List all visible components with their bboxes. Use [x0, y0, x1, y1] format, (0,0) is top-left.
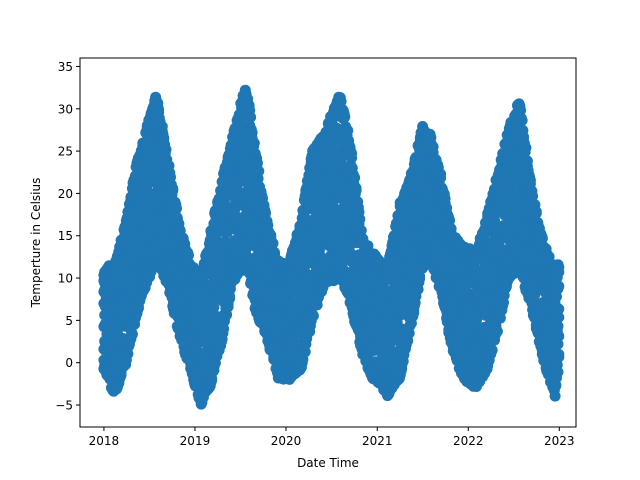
data-point — [549, 390, 561, 402]
y-tick-label: 5 — [65, 314, 73, 328]
data-point — [126, 328, 138, 340]
data-point — [553, 280, 565, 292]
data-point — [335, 95, 347, 107]
data-point — [206, 374, 218, 386]
data-point — [435, 168, 447, 180]
data-point — [552, 338, 564, 350]
data-point — [530, 206, 542, 218]
data-point — [515, 104, 527, 116]
data-point — [491, 326, 503, 337]
x-tick-label: 2018 — [89, 434, 120, 448]
data-point — [167, 185, 179, 196]
x-tick-label: 2020 — [271, 434, 302, 448]
data-point — [307, 310, 319, 322]
data-point — [342, 125, 354, 136]
data-point — [550, 380, 562, 392]
data-point — [486, 344, 498, 356]
data-point — [553, 311, 565, 323]
data-point — [240, 216, 252, 228]
data-point — [439, 193, 451, 205]
data-point — [160, 144, 172, 155]
y-tick-label: 15 — [58, 229, 73, 243]
data-points — [98, 84, 565, 410]
data-point — [267, 237, 279, 249]
x-axis-ticks: 2018 2019 2020 2021 2022 2023 — [89, 427, 575, 448]
data-point — [346, 147, 358, 159]
x-tick-label: 2019 — [180, 434, 211, 448]
data-point — [171, 203, 182, 214]
data-point — [553, 330, 565, 342]
data-point — [516, 114, 528, 126]
data-point — [553, 303, 565, 315]
data-point — [339, 111, 351, 123]
data-point — [350, 182, 362, 194]
data-point — [153, 104, 165, 116]
data-point — [553, 261, 565, 273]
y-tick-label: 10 — [58, 272, 73, 286]
data-point — [354, 213, 366, 225]
data-point — [527, 190, 539, 202]
x-tick-label: 2022 — [453, 434, 484, 448]
plot-frame — [79, 57, 577, 428]
data-point — [156, 121, 168, 132]
y-tick-label: 20 — [58, 187, 73, 201]
data-point — [349, 172, 361, 184]
x-tick-label: 2023 — [544, 434, 575, 448]
data-point — [427, 141, 439, 153]
y-axis-label: Temperture in Celsius — [29, 178, 43, 309]
data-point — [183, 249, 194, 261]
data-point — [444, 215, 456, 226]
data-point — [553, 348, 565, 360]
y-tick-label: 30 — [58, 102, 73, 116]
y-tick-label: 0 — [65, 356, 73, 370]
data-point — [425, 132, 437, 144]
data-point — [489, 214, 500, 226]
y-tick-label: −5 — [55, 398, 73, 412]
data-point — [253, 165, 265, 177]
y-tick-label: 35 — [58, 60, 73, 74]
data-point — [552, 320, 564, 332]
data-point — [248, 137, 260, 149]
y-tick-label: 25 — [58, 145, 73, 159]
x-tick-label: 2021 — [362, 434, 393, 448]
data-point — [552, 366, 564, 378]
x-axis-label: Date Time — [297, 456, 359, 470]
data-point — [445, 223, 457, 235]
data-point — [520, 142, 532, 154]
data-point — [208, 301, 220, 313]
y-axis-ticks: −5 0 5 10 15 20 25 30 35 — [55, 60, 80, 412]
data-point — [245, 111, 257, 123]
